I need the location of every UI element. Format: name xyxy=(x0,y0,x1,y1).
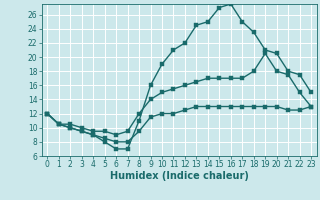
X-axis label: Humidex (Indice chaleur): Humidex (Indice chaleur) xyxy=(110,171,249,181)
